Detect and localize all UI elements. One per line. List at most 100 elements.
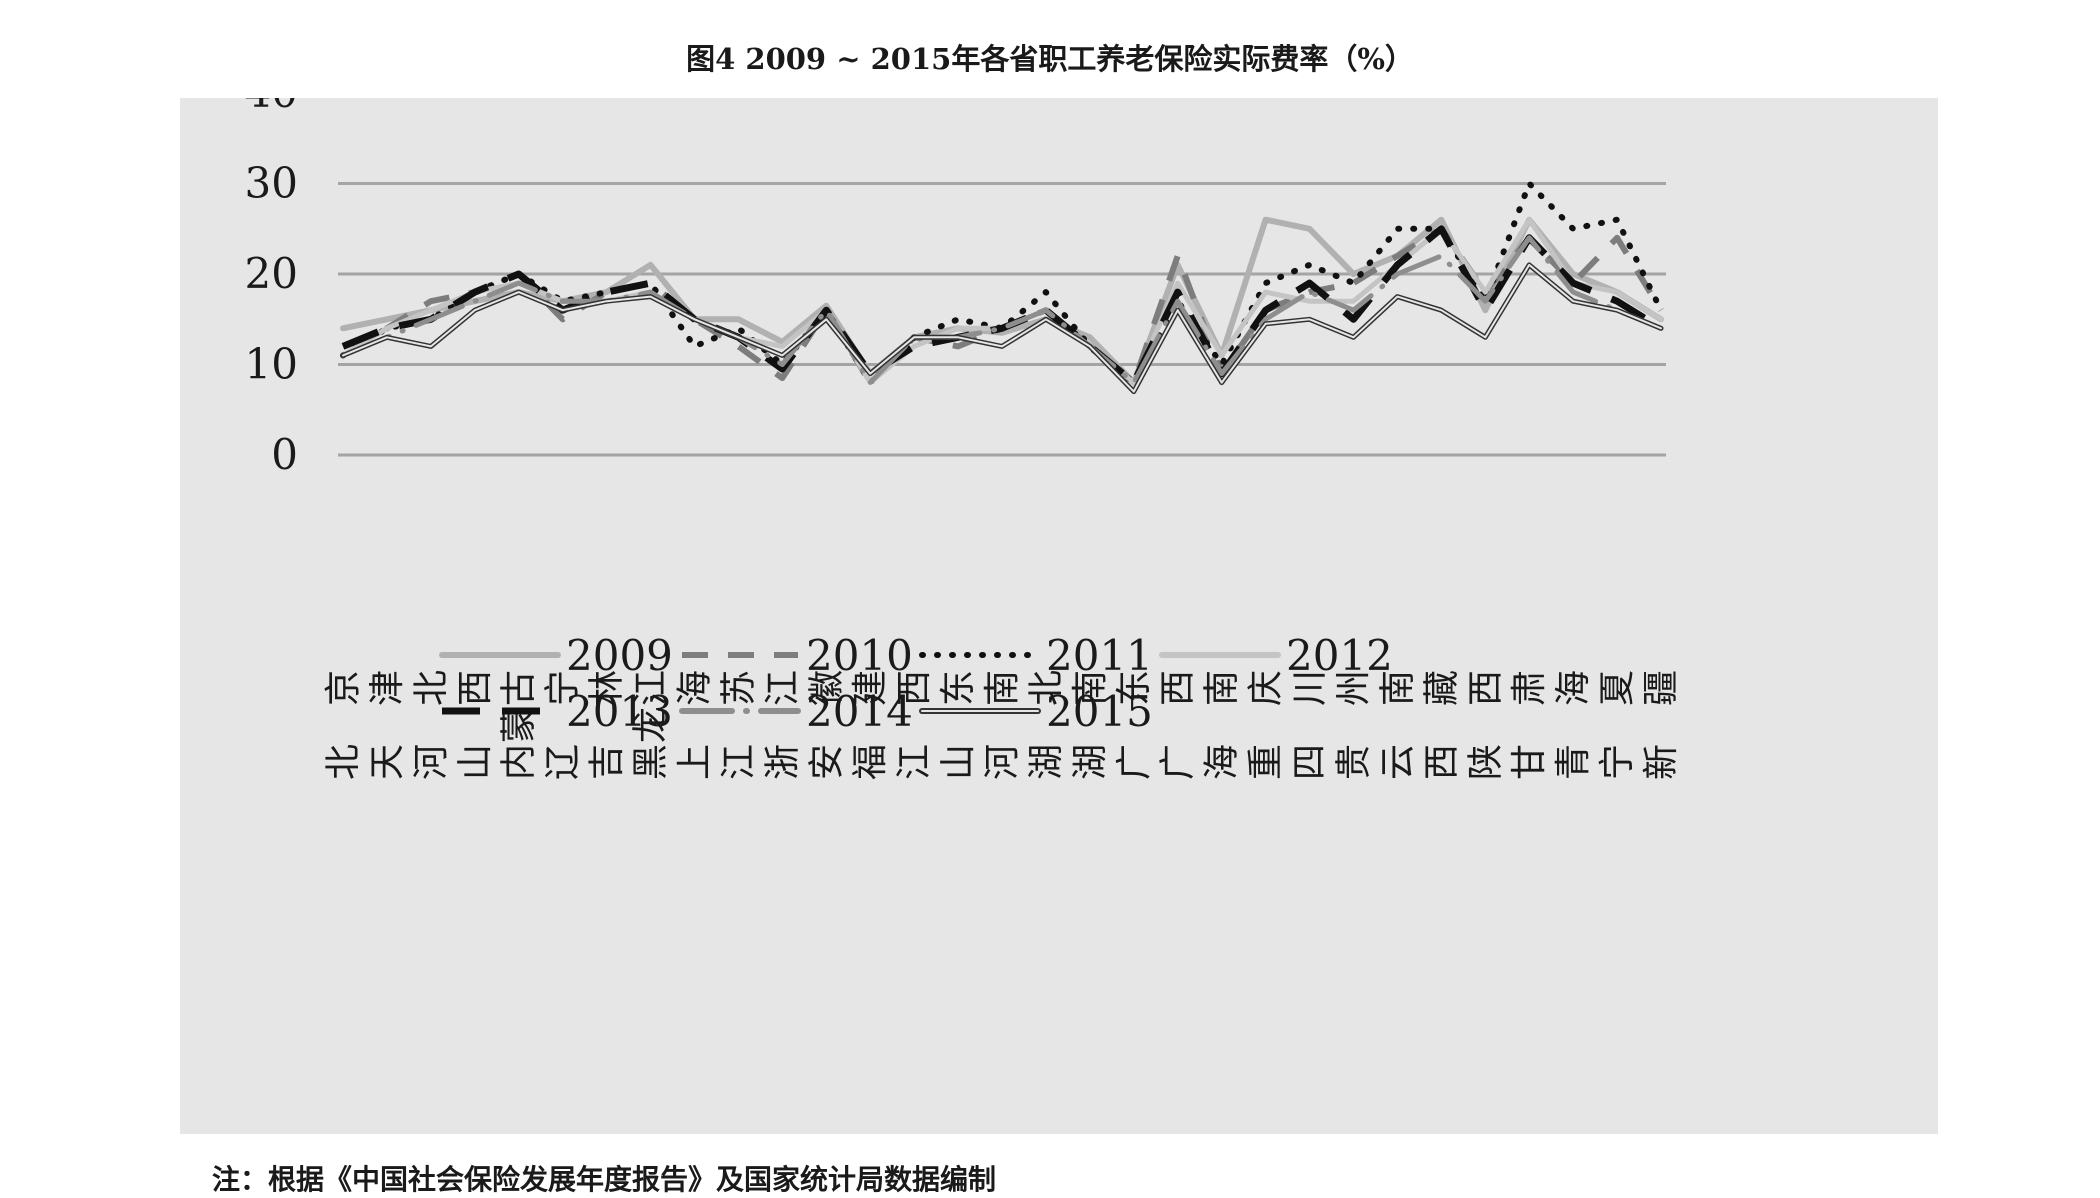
- svg-text:江: 江: [894, 744, 935, 780]
- svg-text:海: 海: [674, 670, 715, 706]
- svg-text:甘: 甘: [1509, 744, 1550, 780]
- svg-text:吉: 吉: [587, 744, 628, 780]
- legend-label: 2015: [1046, 687, 1153, 736]
- svg-text:藏: 藏: [1421, 670, 1462, 706]
- x-tick-label: 浙江: [762, 670, 803, 780]
- svg-text:江: 江: [631, 670, 672, 706]
- x-tick-label: 湖北: [1026, 670, 1067, 780]
- x-tick-label: 河南: [982, 670, 1023, 780]
- svg-text:林: 林: [587, 670, 628, 706]
- svg-text:古: 古: [499, 670, 540, 706]
- x-tick-label: 四川: [1290, 670, 1331, 780]
- svg-text:江: 江: [718, 744, 759, 780]
- grid-lines: [338, 182, 1666, 457]
- svg-text:浙: 浙: [762, 744, 803, 780]
- legend-item-2015: 2015: [919, 687, 1153, 736]
- svg-text:海: 海: [1202, 744, 1243, 780]
- svg-text:内: 内: [499, 744, 540, 780]
- legend-item-2010: 2010: [682, 631, 913, 680]
- svg-text:南: 南: [1070, 670, 1111, 706]
- legend-item-2014: 2014: [679, 687, 913, 736]
- svg-text:云: 云: [1377, 744, 1418, 780]
- x-tick-label: 海南: [1202, 670, 1243, 780]
- svg-text:川: 川: [1290, 670, 1331, 706]
- svg-text:东: 东: [1114, 670, 1155, 706]
- svg-text:江: 江: [762, 670, 803, 706]
- svg-text:夏: 夏: [1597, 670, 1638, 706]
- legend: 2009 2010 2011 2012 2013 2014 2015: [439, 631, 1393, 736]
- svg-text:西: 西: [894, 670, 935, 706]
- y-tick-label: 30: [245, 159, 298, 208]
- legend-label: 2014: [806, 687, 913, 736]
- svg-text:青: 青: [1553, 744, 1594, 780]
- x-tick-label: 江西: [894, 670, 935, 780]
- x-tick-label: 西藏: [1421, 670, 1462, 780]
- svg-text:东: 东: [938, 670, 979, 706]
- x-tick-label: 上海: [674, 670, 715, 780]
- legend-item-2013: 2013: [442, 687, 673, 736]
- svg-text:肃: 肃: [1509, 670, 1550, 706]
- legend-label: 2010: [806, 631, 913, 680]
- x-axis-tick-labels: 北京天津河北山西内蒙古辽宁吉林黑龙江上海江苏浙江安徽福建江西山东河南湖北湖南广东…: [323, 670, 1682, 780]
- svg-text:上: 上: [674, 744, 715, 780]
- svg-text:建: 建: [850, 670, 891, 706]
- x-tick-label: 河北: [411, 670, 452, 780]
- svg-text:湖: 湖: [1070, 744, 1111, 780]
- source-note: 注：根据《中国社会保险发展年度报告》及国家统计局数据编制: [212, 1163, 997, 1196]
- legend-item-2012: 2012: [1159, 631, 1393, 680]
- x-tick-label: 福建: [850, 670, 891, 780]
- svg-text:北: 北: [323, 744, 364, 780]
- chart-title: 图4 2009 ~ 2015年各省职工养老保险实际费率（%）: [686, 42, 1414, 76]
- svg-text:津: 津: [367, 670, 408, 706]
- x-tick-label: 湖南: [1070, 670, 1111, 780]
- y-tick-label: 0: [271, 430, 298, 479]
- svg-text:福: 福: [850, 744, 891, 780]
- x-tick-label: 云南: [1377, 670, 1418, 780]
- svg-text:辽: 辽: [543, 744, 584, 780]
- x-tick-label: 重庆: [1246, 670, 1287, 780]
- svg-text:宁: 宁: [1597, 744, 1638, 780]
- svg-text:苏: 苏: [718, 670, 759, 706]
- series-line-2015: [340, 262, 1664, 395]
- svg-text:南: 南: [1202, 670, 1243, 706]
- svg-text:海: 海: [1553, 670, 1594, 706]
- x-tick-label: 安徽: [806, 670, 847, 780]
- svg-text:新: 新: [1641, 744, 1682, 780]
- x-tick-label: 江苏: [718, 670, 759, 780]
- svg-text:京: 京: [323, 670, 364, 706]
- x-tick-label: 辽宁: [543, 670, 584, 780]
- svg-text:安: 安: [806, 744, 847, 780]
- svg-text:南: 南: [982, 670, 1023, 706]
- svg-text:河: 河: [982, 744, 1023, 780]
- svg-text:重: 重: [1246, 744, 1287, 780]
- legend-item-2011: 2011: [919, 631, 1153, 680]
- series-lines: [340, 180, 1664, 395]
- x-tick-label: 贵州: [1333, 670, 1374, 780]
- series-line-2013: [341, 225, 1663, 387]
- svg-text:四: 四: [1290, 744, 1331, 780]
- svg-text:贵: 贵: [1333, 744, 1374, 780]
- y-tick-label: 40: [245, 98, 298, 117]
- x-tick-label: 天津: [367, 670, 408, 780]
- x-tick-label: 广西: [1158, 670, 1199, 780]
- x-tick-label: 甘肃: [1509, 670, 1550, 780]
- svg-text:广: 广: [1158, 744, 1199, 780]
- svg-text:陕: 陕: [1465, 744, 1506, 780]
- svg-text:西: 西: [1158, 670, 1199, 706]
- legend-item-2009: 2009: [439, 631, 673, 680]
- svg-text:北: 北: [411, 670, 452, 706]
- x-tick-label: 内蒙古: [499, 670, 540, 780]
- svg-text:黑: 黑: [631, 744, 672, 780]
- svg-text:河: 河: [411, 744, 452, 780]
- svg-text:州: 州: [1333, 670, 1374, 706]
- y-tick-label: 10: [245, 340, 298, 389]
- svg-text:徽: 徽: [806, 670, 847, 706]
- svg-text:西: 西: [455, 670, 496, 706]
- series-line-2010: [341, 225, 1664, 386]
- svg-text:北: 北: [1026, 670, 1067, 706]
- x-tick-label: 吉林: [587, 670, 628, 780]
- line-chart: 010203040 北京天津河北山西内蒙古辽宁吉林黑龙江上海江苏浙江安徽福建江西…: [245, 98, 1682, 780]
- x-tick-label: 陕西: [1465, 670, 1506, 780]
- y-axis-tick-labels: 0 10 20 30 40: [245, 98, 298, 479]
- x-tick-label: 广东: [1114, 670, 1155, 780]
